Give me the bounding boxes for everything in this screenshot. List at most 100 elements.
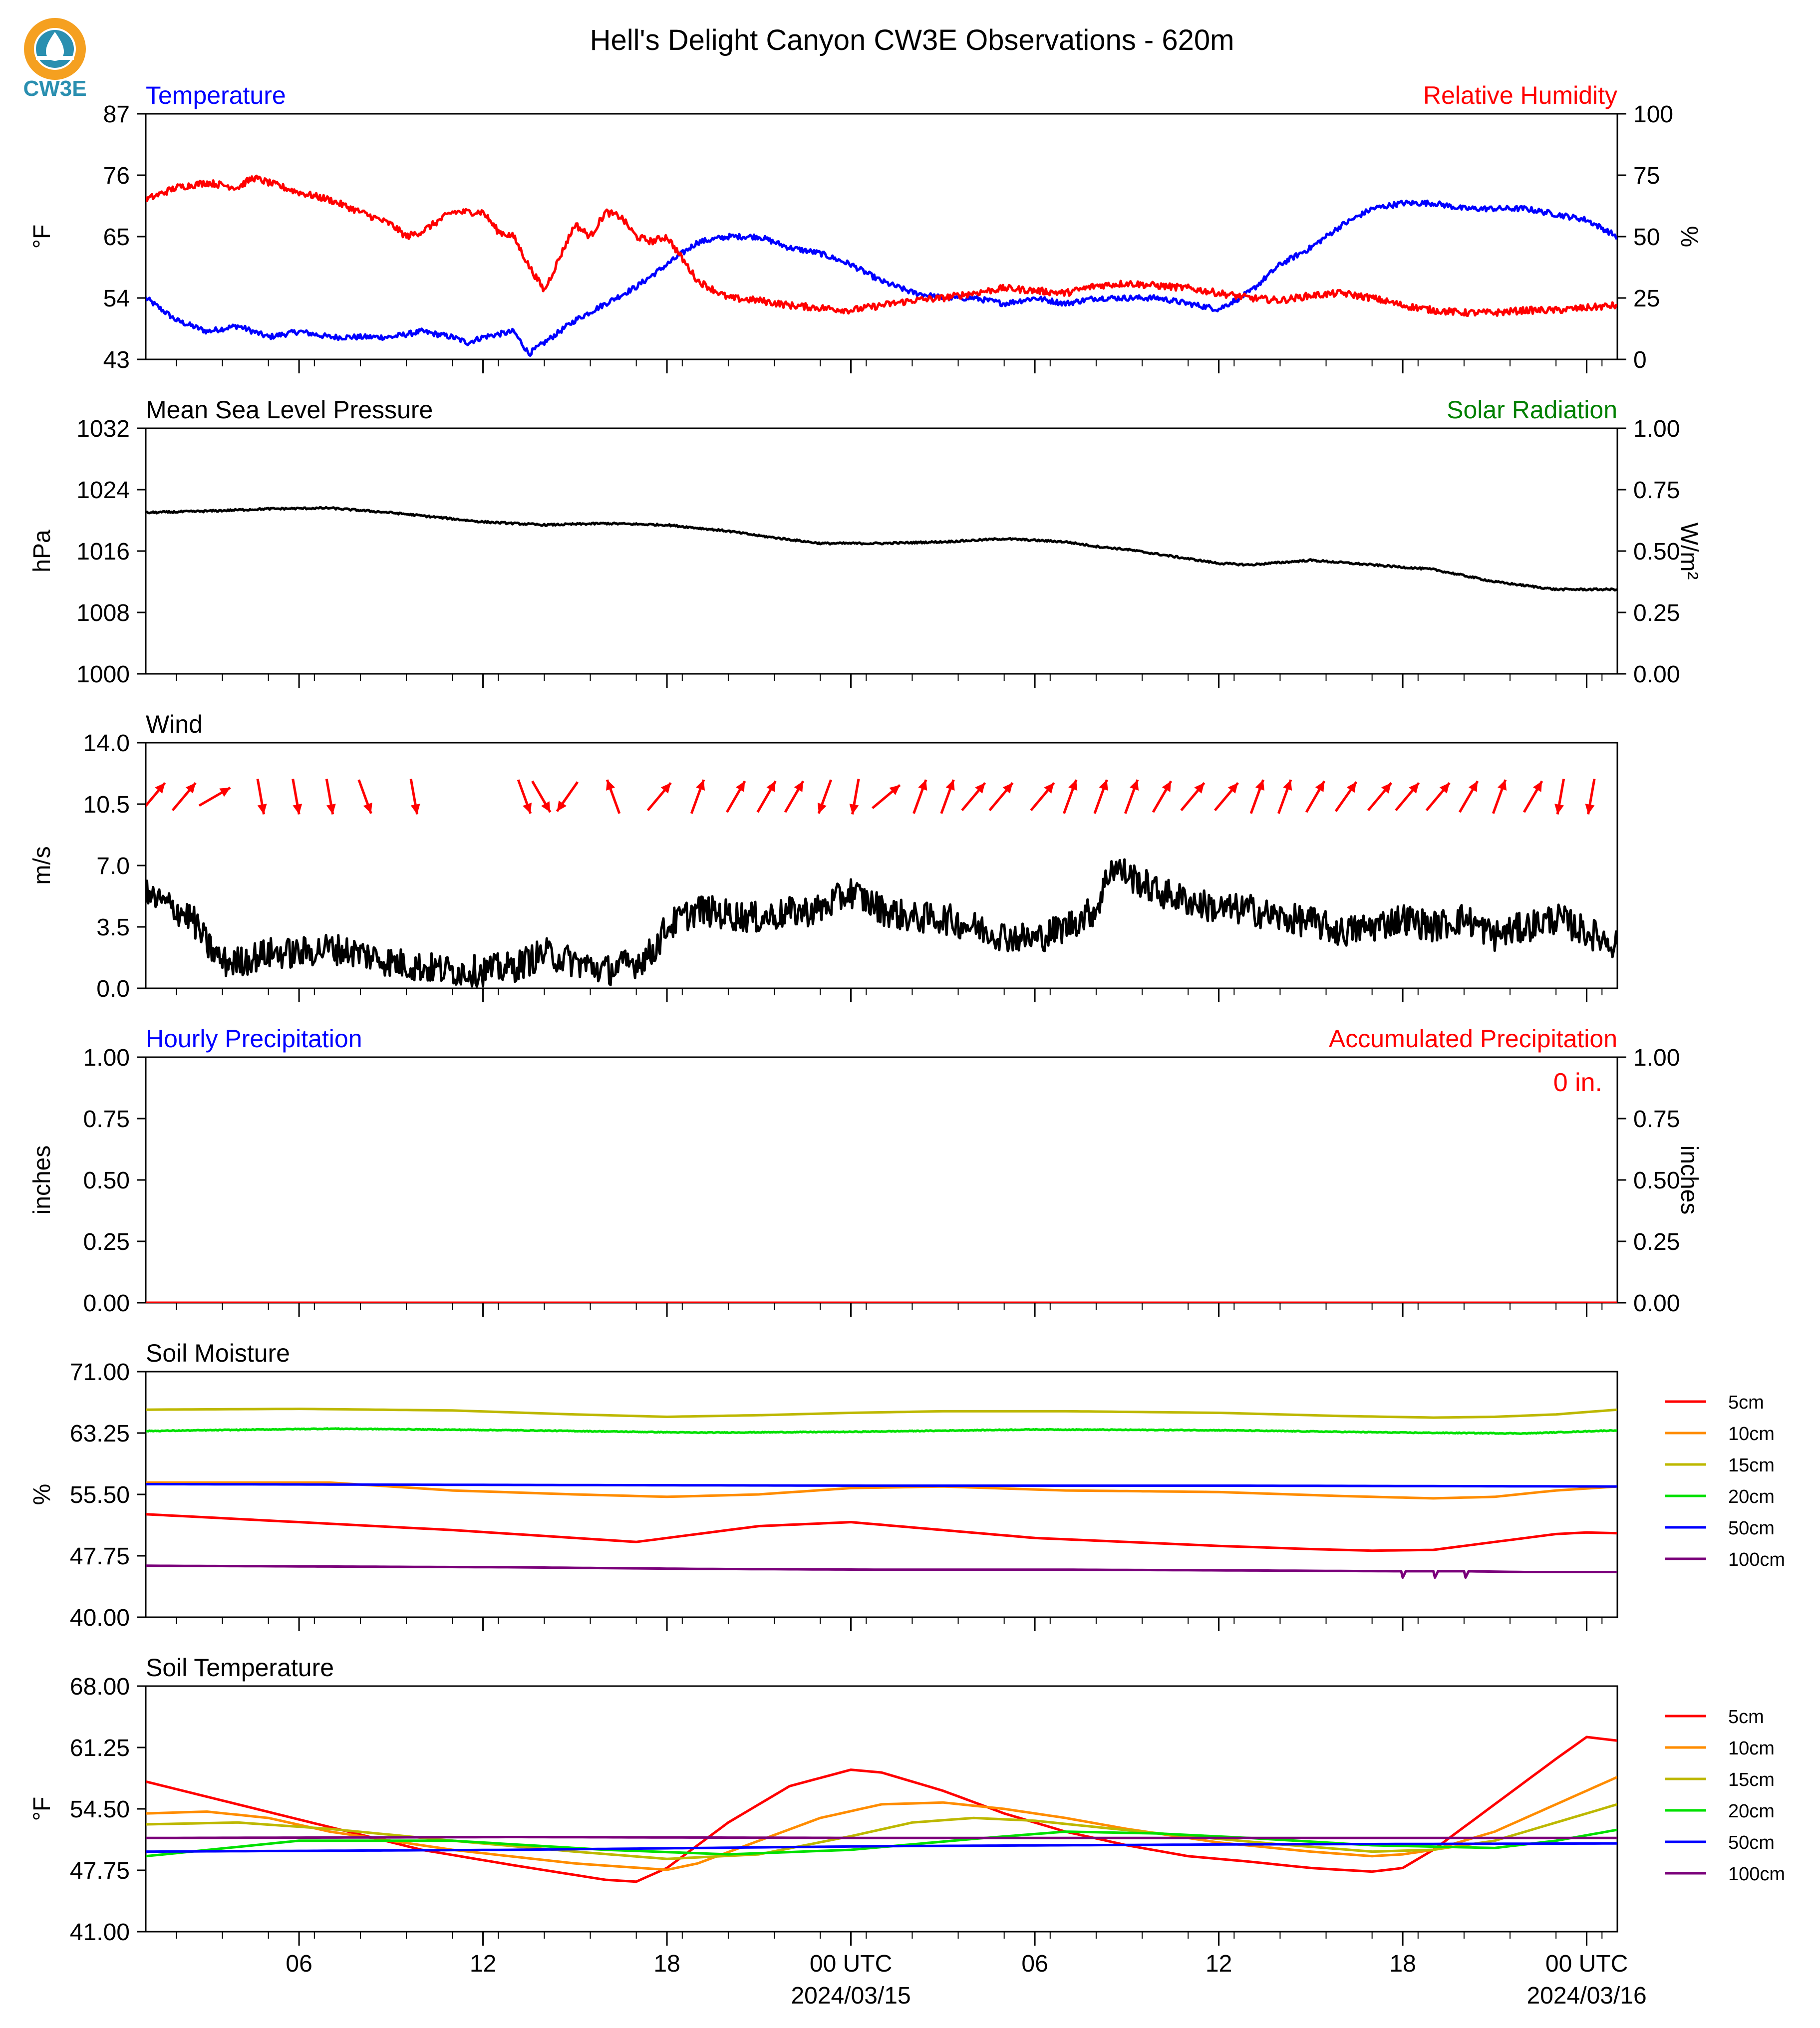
y-tick-label: 1008 <box>76 600 130 626</box>
y-right-tick-label: 1.00 <box>1633 1045 1680 1071</box>
wind-arrow-head <box>1162 781 1171 792</box>
wind-arrow-head <box>1194 783 1205 794</box>
series-line-20cm <box>146 1427 1617 1435</box>
y-tick-label: 43 <box>103 347 130 373</box>
y-right-axis-label: W/m² <box>1676 523 1702 580</box>
y-axis-label: m/s <box>29 846 55 884</box>
wind-arrow-head <box>736 781 745 792</box>
plot-frame <box>145 427 1618 675</box>
series-line-5cm <box>146 1736 1617 1883</box>
x-tick-label: 06 <box>286 1951 312 1977</box>
series-line <box>146 174 1617 317</box>
plot-frame <box>145 1056 1618 1304</box>
y-tick-label: 0.00 <box>83 1290 130 1317</box>
legend-label: 50cm <box>1728 1518 1775 1539</box>
wind-arrow-head <box>1585 804 1595 815</box>
wind-arrow-head <box>363 802 372 814</box>
y-right-tick-label: 0.25 <box>1633 600 1680 626</box>
legend-label: 50cm <box>1728 1832 1775 1853</box>
legend-label: 100cm <box>1728 1549 1785 1570</box>
panel-title-left: Soil Moisture <box>146 1339 290 1367</box>
panel-title-left: Soil Temperature <box>146 1654 334 1682</box>
wind-arrow-head <box>1228 783 1238 794</box>
panel-title-right: Relative Humidity <box>1423 81 1617 109</box>
y-tick-label: 1016 <box>76 539 130 565</box>
wind-arrow-head <box>1554 804 1564 815</box>
plot-area <box>146 1408 1617 1579</box>
y-tick-label: 0.0 <box>96 976 130 1002</box>
wind-arrow-head <box>293 804 303 815</box>
wind-arrow-head <box>557 800 567 812</box>
series-line-100cm <box>146 1836 1617 1839</box>
accumulated-precip-value: 0 in. <box>1553 1068 1602 1097</box>
panel-title-left: Hourly Precipitation <box>146 1025 362 1053</box>
y-tick-label: 7.0 <box>96 853 130 879</box>
wind-arrow-head <box>541 801 551 813</box>
y-right-tick-label: 0.75 <box>1633 477 1680 504</box>
y-tick-label: 0.75 <box>83 1106 130 1133</box>
y-right-axis-label: % <box>1676 226 1702 248</box>
x-tick-label: 18 <box>653 1951 680 1977</box>
y-tick-label: 1024 <box>76 477 130 504</box>
x-date-label: 2024/03/15 <box>791 1983 910 2009</box>
series-line-50cm <box>146 1482 1617 1488</box>
legend-label: 5cm <box>1728 1392 1764 1413</box>
plot-area <box>146 174 1617 357</box>
wind-arrow-head <box>945 780 955 791</box>
wind-arrow-head <box>1099 780 1108 791</box>
wind-arrow-head <box>1468 781 1478 792</box>
panel-soil_temp: 06 12 18 00 UTC 2024/03/15 06 12 18 00 UTC 2024/0… <box>29 1654 1785 2009</box>
legend-label: 20cm <box>1728 1486 1775 1507</box>
wind-arrow-head <box>155 783 165 794</box>
wind-arrow-head <box>606 780 615 791</box>
y-tick-label: 41.00 <box>70 1919 130 1946</box>
wind-arrow-head <box>523 802 532 814</box>
y-tick-label: 14.0 <box>83 730 130 757</box>
wind-arrow-head <box>185 783 196 794</box>
y-tick-label: 1000 <box>76 661 130 688</box>
plot-area <box>146 779 1617 988</box>
wind-arrow-head <box>1068 780 1078 791</box>
y-right-tick-label: 25 <box>1633 286 1660 312</box>
y-tick-label: 55.50 <box>70 1482 130 1508</box>
panel-precip: 0.00 0.25 0.50 0.75 1.00 0.00 0.25 0.50 0.75 1.00… <box>29 1025 1702 1317</box>
wind-arrow-head <box>660 783 671 794</box>
wind-arrow-head <box>1439 783 1450 794</box>
plot-area <box>146 1736 1617 1883</box>
series-line <box>146 858 1617 988</box>
cw3e-logo: CW3E <box>23 18 87 101</box>
y-right-tick-label: 0 <box>1633 347 1647 373</box>
legend-label: 100cm <box>1728 1864 1785 1885</box>
wind-arrow-head <box>1498 780 1507 791</box>
wind-arrow-head <box>1315 781 1325 792</box>
y-tick-label: 1.00 <box>83 1045 130 1071</box>
y-tick-label: 54.50 <box>70 1796 130 1823</box>
y-right-axis-label: inches <box>1676 1146 1702 1215</box>
y-right-tick-label: 0.50 <box>1633 1167 1680 1194</box>
panel-title-right: Solar Radiation <box>1447 396 1617 424</box>
panel-temp_rh: 43 54 65 76 87 0 25 50 75 100 °F % Temperature Relati… <box>29 81 1702 373</box>
wind-arrow-head <box>257 804 267 815</box>
wind-arrow-head <box>1283 780 1292 791</box>
wind-arrow-head <box>1130 780 1139 791</box>
x-tick-label: 12 <box>1206 1951 1232 1977</box>
wind-arrow-head <box>696 780 705 791</box>
y-axis-label: °F <box>29 225 55 249</box>
series-line <box>146 506 1617 592</box>
series-line-15cm <box>146 1408 1617 1419</box>
y-tick-label: 47.75 <box>70 1858 130 1884</box>
y-right-tick-label: 75 <box>1633 163 1660 189</box>
wind-arrow-head <box>849 804 859 815</box>
y-tick-label: 71.00 <box>70 1359 130 1386</box>
wind-arrow-head <box>1409 783 1419 794</box>
panel-pressure: 1000 1008 1016 1024 1032 0.00 0.25 0.50 0.75 1.00… <box>29 396 1702 688</box>
wind-arrow-head <box>918 780 927 791</box>
x-tick-label: 18 <box>1389 1951 1416 1977</box>
y-tick-label: 61.25 <box>70 1735 130 1761</box>
x-tick-label: 00 UTC <box>810 1951 892 1977</box>
y-tick-label: 54 <box>103 286 130 312</box>
wind-arrow-head <box>889 785 900 795</box>
wind-arrow-head <box>326 804 336 815</box>
